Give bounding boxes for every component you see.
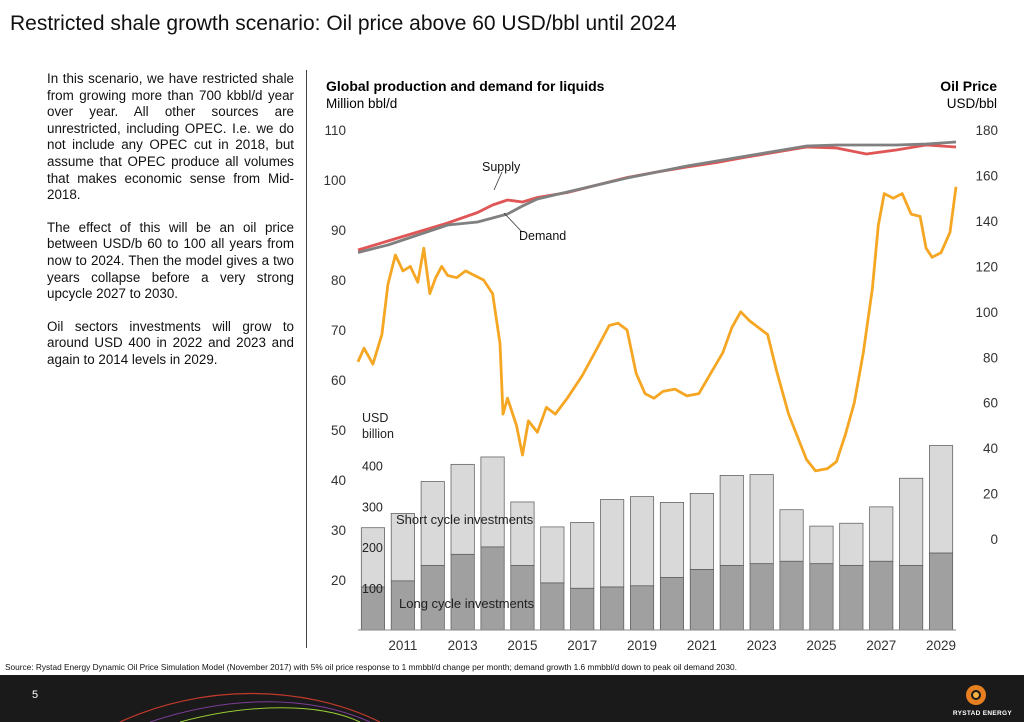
short-cycle-bar-2016	[540, 526, 565, 584]
bar-tick-label: 100	[362, 582, 383, 596]
short-cycle-bar-2018	[600, 499, 625, 588]
vertical-divider	[306, 70, 307, 648]
demand-line	[357, 140, 957, 254]
left-tick-label: 110	[324, 123, 346, 138]
brand-name: RYSTAD ENERGY	[952, 710, 1012, 717]
long-cycle-bar-2014	[480, 546, 505, 631]
short-cycle-bar-2027	[869, 506, 894, 562]
right-tick-label: 160	[975, 168, 998, 183]
left-tick-label: 70	[331, 323, 346, 338]
bar-axis-label-line2: billion	[362, 427, 394, 441]
footer-decoration	[119, 692, 381, 722]
short-cycle-bar-2025	[809, 525, 834, 565]
right-tick-label: 20	[983, 487, 998, 502]
left-tick-label: 40	[331, 473, 346, 488]
x-tick-label: 2019	[627, 638, 657, 653]
bar-tick-label: 400	[362, 459, 383, 473]
short-cycle-bar-2021	[689, 493, 714, 570]
x-tick-label: 2015	[507, 638, 537, 653]
paragraph-3: Oil sectors investments will grow to aro…	[47, 318, 294, 367]
long-cycle-bar-2022	[719, 565, 744, 631]
short-cycle-bar-2010	[360, 527, 385, 588]
left-tick-label: 100	[323, 173, 346, 188]
x-tick-label: 2011	[388, 638, 417, 653]
supply-leader-line	[493, 171, 503, 191]
long-cycle-bar-2018	[600, 586, 625, 631]
footer-bar: 5 RYSTAD ENERGY	[0, 675, 1024, 722]
short-cycle-bar-2023	[749, 474, 774, 565]
bar-axis-label-line1: USD	[362, 411, 388, 425]
long-cycle-bar-2021	[689, 569, 714, 631]
right-tick-label: 0	[990, 532, 998, 547]
right-tick-label: 40	[983, 441, 998, 456]
x-tick-label: 2027	[866, 638, 896, 653]
right-axis-unit: USD/bbl	[946, 96, 997, 111]
right-tick-label: 100	[975, 305, 998, 320]
source-note: Source: Rystad Energy Dynamic Oil Price …	[5, 662, 737, 672]
x-tick-label: 2023	[747, 638, 777, 653]
long-cycle-bar-2013	[450, 553, 475, 631]
page-number: 5	[32, 689, 39, 701]
x-tick-label: 2025	[806, 638, 836, 653]
left-tick-label: 80	[331, 273, 346, 288]
slide-title: Restricted shale growth scenario: Oil pr…	[10, 12, 677, 35]
right-tick-label: 180	[975, 123, 998, 138]
short-cycle-bar-2019	[630, 496, 655, 587]
long-cycle-bar-2020	[659, 577, 684, 631]
demand-label: Demand	[519, 229, 566, 243]
x-tick-label: 2013	[448, 638, 478, 653]
short-cycle-bar-2017	[570, 522, 595, 589]
long-cycle-bar-2029	[929, 552, 954, 631]
right-tick-label: 140	[975, 214, 998, 229]
right-axis-title: Oil Price	[940, 78, 997, 94]
left-tick-label: 50	[331, 423, 346, 438]
short-cycle-bar-2024	[779, 509, 804, 562]
supply-label: Supply	[482, 160, 521, 174]
chart-title: Global production and demand for liquids	[326, 78, 605, 94]
left-tick-label: 20	[331, 573, 346, 588]
right-tick-label: 80	[983, 350, 998, 365]
right-tick-label: 120	[975, 259, 998, 274]
rystad-logo-icon	[966, 685, 986, 705]
right-tick-label: 60	[983, 396, 998, 411]
long-cycle-label: Long cycle investments	[399, 596, 535, 611]
long-cycle-bar-2026	[839, 565, 864, 631]
paragraph-2: The effect of this will be an oil price …	[47, 219, 294, 302]
long-cycle-bar-2027	[869, 560, 894, 631]
left-tick-label: 30	[331, 523, 346, 538]
short-cycle-bar-2013	[450, 463, 475, 555]
bar-tick-label: 200	[362, 541, 383, 555]
demand-leader-line	[503, 212, 523, 233]
short-cycle-bar-2014	[480, 456, 505, 548]
scenario-description: In this scenario, we have restricted sha…	[47, 71, 294, 385]
left-tick-label: 60	[331, 373, 346, 388]
long-cycle-bar-2016	[540, 582, 565, 631]
paragraph-1: In this scenario, we have restricted sha…	[47, 71, 294, 203]
short-cycle-bar-2026	[839, 522, 864, 566]
oil-price-line	[356, 186, 958, 473]
long-cycle-bar-2024	[779, 560, 804, 631]
long-cycle-bar-2028	[899, 565, 924, 631]
long-cycle-bar-2023	[749, 563, 774, 631]
short-cycle-bar-2029	[929, 445, 954, 554]
long-cycle-bar-2019	[630, 585, 655, 631]
left-axis-unit: Million bbl/d	[326, 96, 398, 111]
short-cycle-bar-2022	[719, 475, 744, 566]
x-tick-label: 2017	[567, 638, 597, 653]
bar-tick-label: 300	[362, 500, 383, 514]
short-cycle-bar-2028	[899, 477, 924, 566]
long-cycle-bar-2025	[809, 563, 834, 631]
x-tick-label: 2021	[687, 638, 717, 653]
supply-line	[357, 143, 957, 252]
short-cycle-bar-2020	[659, 502, 684, 578]
x-tick-label: 2029	[926, 638, 956, 653]
short-cycle-label: Short cycle investments	[396, 512, 534, 527]
long-cycle-bar-2017	[570, 587, 595, 631]
left-tick-label: 90	[331, 223, 346, 238]
